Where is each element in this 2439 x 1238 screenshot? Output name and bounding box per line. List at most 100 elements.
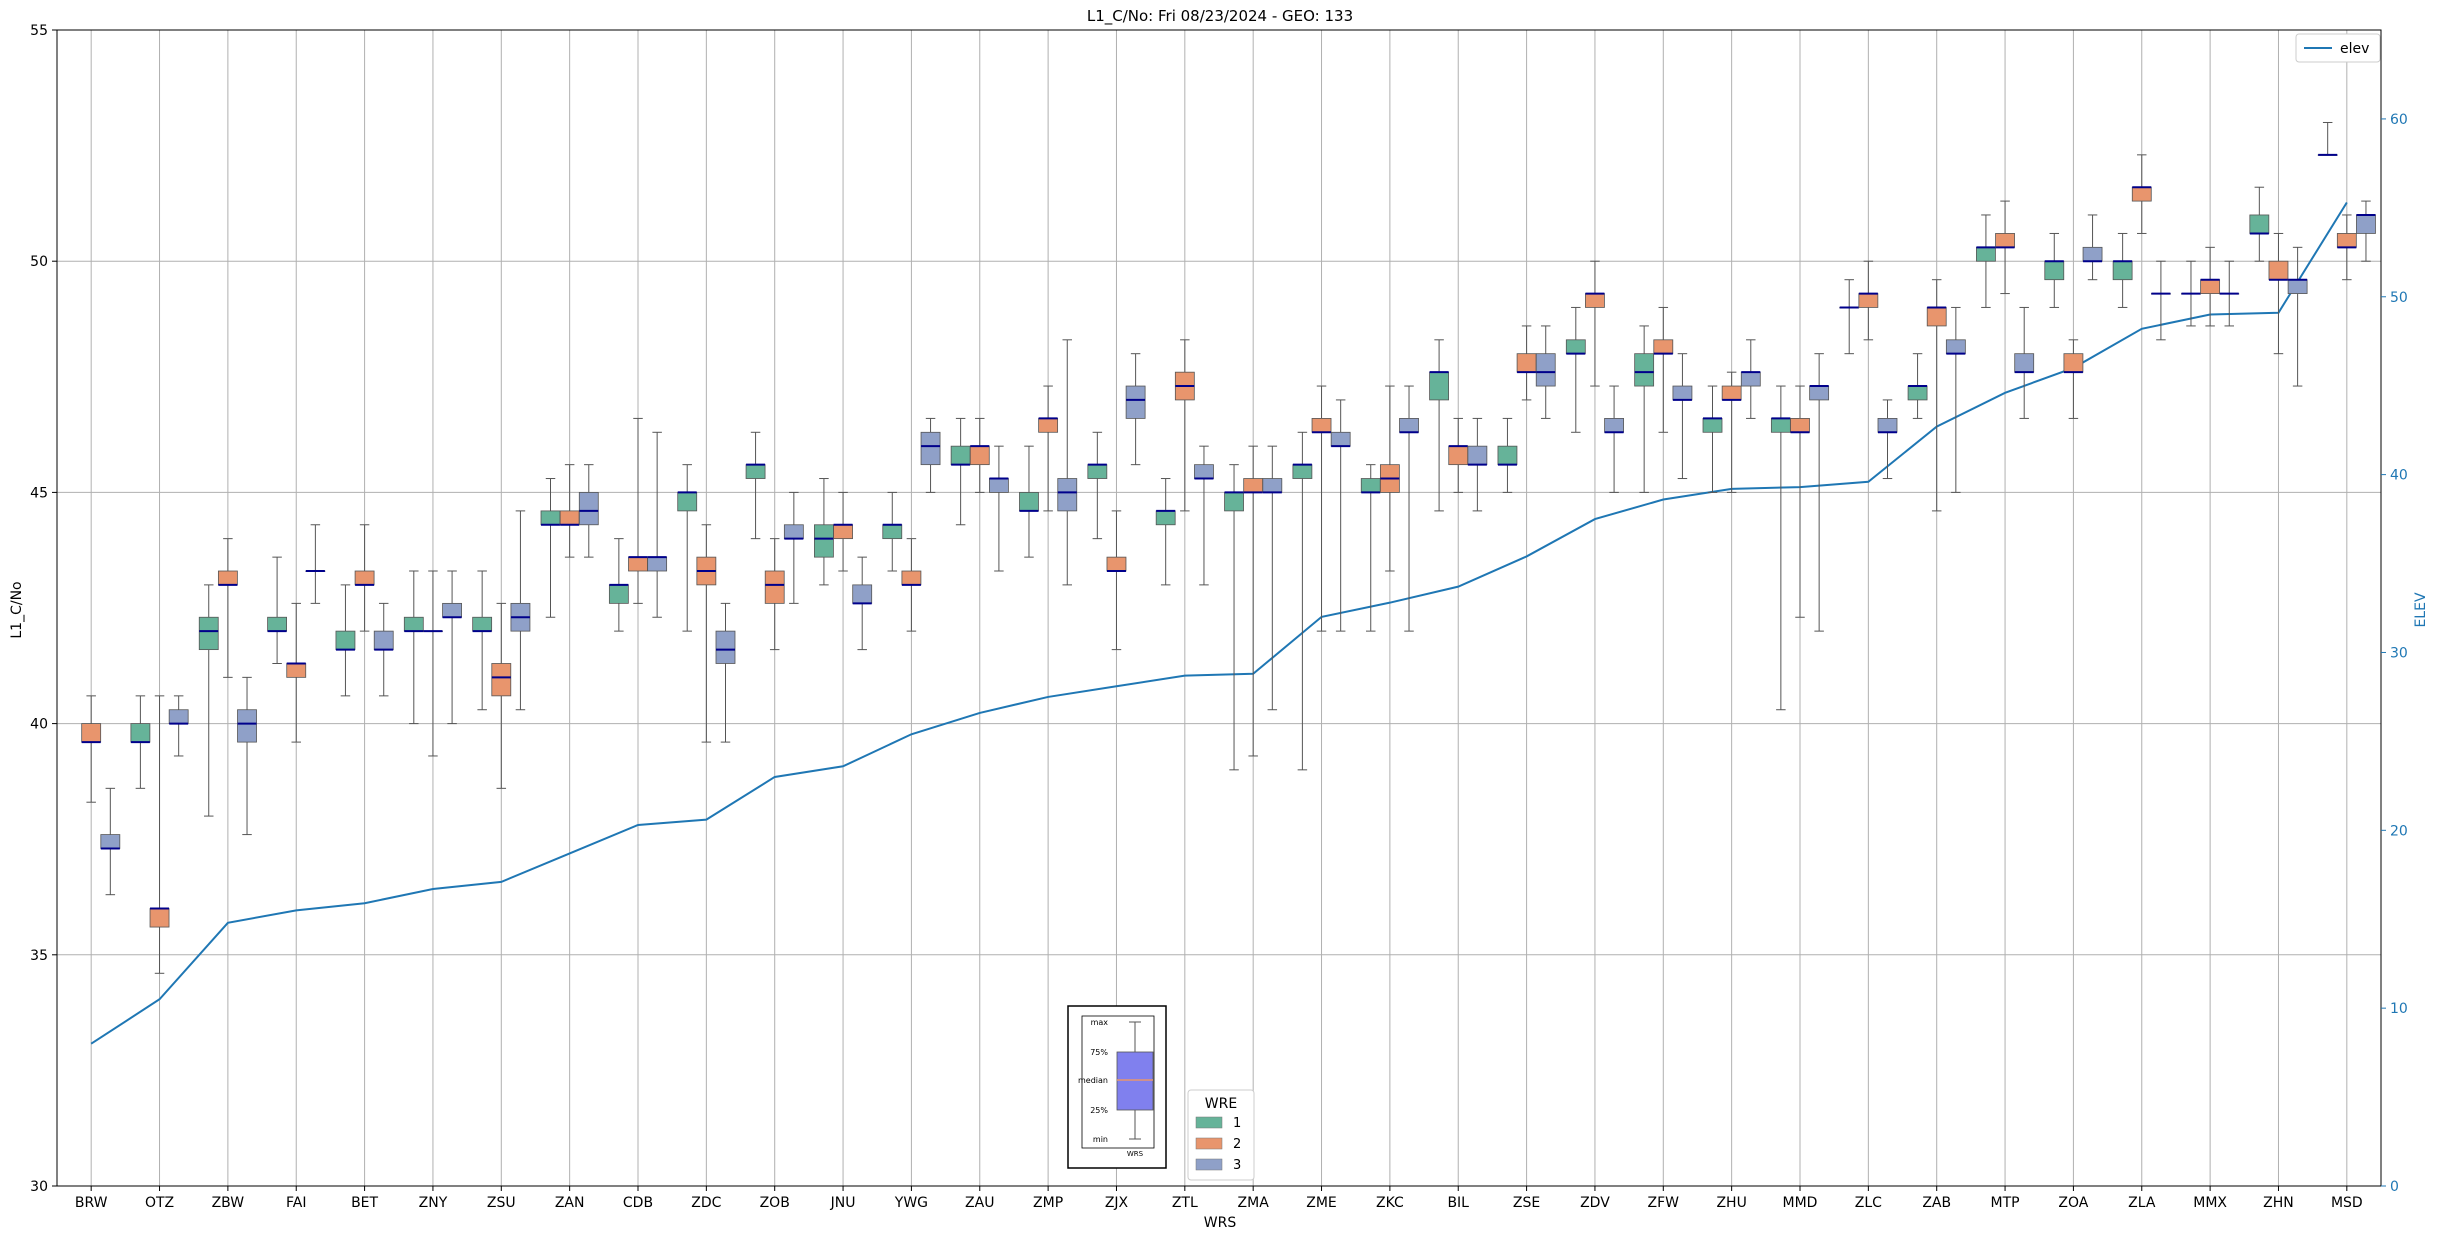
box-key-label: 75%: [1090, 1048, 1108, 1057]
box-body: [1604, 418, 1624, 433]
x-tick-label: ZAB: [1922, 1195, 1951, 1211]
box-zhn-wre3: [2287, 246, 2308, 387]
box-bil-wre2: [1448, 417, 1469, 493]
box-zmp-wre2: [1038, 385, 1059, 512]
box-zlc-wre3: [1877, 399, 1898, 480]
x-tick-label: MTP: [1991, 1195, 2020, 1211]
box-zdv-wre2: [1585, 260, 1605, 387]
box-brw-wre2: [81, 695, 102, 803]
box-body: [1740, 371, 1761, 387]
box-key-label: max: [1091, 1018, 1109, 1027]
box-body: [2131, 186, 2152, 202]
elev-legend: elev: [2295, 33, 2381, 63]
box-key-body: [1116, 1051, 1154, 1111]
box-body: [1106, 556, 1127, 572]
x-tick-label: ZNY: [419, 1195, 448, 1211]
box-ywg-wre3: [920, 417, 941, 493]
box-body: [852, 584, 873, 604]
box-zkc-wre3: [1399, 385, 1419, 632]
box-msd-wre3: [2356, 200, 2376, 262]
box-cdb-wre1: [608, 538, 629, 632]
x-axis-label: WRS: [1204, 1215, 1237, 1231]
y2-tick-label: 30: [2390, 645, 2408, 661]
box-zse-wre3: [1535, 325, 1556, 419]
box-body: [1721, 385, 1742, 401]
box-zse-wre1: [1497, 417, 1518, 493]
box-body: [559, 510, 580, 526]
box-body: [2336, 233, 2357, 248]
box-body: [901, 570, 922, 586]
box-ztl-wre3: [1194, 445, 1214, 586]
box-msd-wre2: [2336, 214, 2357, 281]
x-tick-label: ZSE: [1513, 1195, 1540, 1211]
box-body: [1429, 371, 1449, 401]
y2-tick-label: 40: [2390, 468, 2408, 484]
wre-legend-swatch: [1195, 1116, 1223, 1129]
box-body: [1565, 339, 1586, 355]
box-key-label: min: [1093, 1135, 1108, 1144]
box-mmd-wre1: [1770, 385, 1791, 711]
box-body: [1125, 385, 1146, 419]
box-body: [2287, 279, 2308, 294]
box-body: [677, 491, 698, 512]
box-zdv-wre3: [1604, 385, 1624, 493]
box-body: [1224, 491, 1244, 512]
x-tick-label: ZOA: [2058, 1195, 2088, 1211]
box-zbw-wre2: [217, 538, 238, 678]
elev-legend-label: elev: [2340, 41, 2369, 57]
box-body: [1770, 418, 1791, 433]
box-body: [1038, 418, 1059, 433]
x-tick-label: ZAN: [555, 1195, 585, 1211]
y2-tick-label: 20: [2390, 823, 2408, 839]
box-mmd-wre3: [1809, 353, 1830, 632]
y-axis-label: L1_C/No: [9, 581, 25, 638]
box-body: [745, 464, 766, 479]
box-mtp-wre1: [1976, 214, 1996, 308]
box-body: [1194, 464, 1214, 479]
box-zau-wre1: [950, 417, 971, 526]
box-zob-wre2: [764, 538, 785, 651]
wre-legend-title: WRE: [1205, 1096, 1237, 1112]
box-zmp-wre3: [1057, 339, 1078, 586]
box-zfw-wre1: [1634, 325, 1655, 493]
box-zma-wre1: [1224, 464, 1244, 771]
y2-tick-label: 0: [2390, 1179, 2399, 1195]
box-mmd-wre2: [1790, 385, 1810, 618]
y2-tick-label: 60: [2390, 112, 2408, 128]
box-body: [1262, 478, 1283, 493]
box-zan-wre1: [540, 478, 561, 618]
box-body: [81, 723, 102, 743]
box-zlc-wre2: [1858, 260, 1879, 341]
x-tick-label: ZHU: [1716, 1195, 1746, 1211]
box-zhu-wre2: [1721, 371, 1742, 493]
box-body: [286, 663, 307, 678]
elev-line-layer: [90, 201, 2348, 1045]
box-otz-wre1: [130, 695, 151, 789]
box-body: [491, 663, 512, 697]
box-body: [1945, 339, 1966, 355]
box-zla-wre3: [2151, 260, 2171, 341]
box-body: [1809, 385, 1830, 401]
box-body: [2249, 214, 2270, 234]
box-cdb-wre3: [647, 431, 668, 618]
box-fai-wre3: [305, 524, 326, 604]
x-tick-label: JNU: [830, 1195, 856, 1211]
box-key-inset: max 75% median 25% min WRS: [1067, 1005, 1167, 1169]
box-layer: [81, 121, 2376, 974]
box-body: [764, 570, 785, 604]
box-body: [920, 431, 941, 466]
box-jnu-wre1: [814, 478, 834, 586]
x-tick-label: MMX: [2193, 1195, 2227, 1211]
box-zau-wre3: [989, 445, 1009, 572]
box-body: [608, 584, 629, 604]
box-zdv-wre1: [1565, 306, 1586, 433]
x-tick-label: ZMP: [1033, 1195, 1063, 1211]
x-tick-label: ZLC: [1855, 1195, 1882, 1211]
box-body: [540, 510, 561, 526]
box-bil-wre3: [1467, 417, 1488, 512]
box-body: [373, 630, 394, 651]
box-brw-wre3: [100, 787, 121, 896]
y-tick-label: 50: [30, 254, 48, 270]
box-zse-wre2: [1516, 325, 1537, 401]
box-body: [237, 709, 257, 743]
